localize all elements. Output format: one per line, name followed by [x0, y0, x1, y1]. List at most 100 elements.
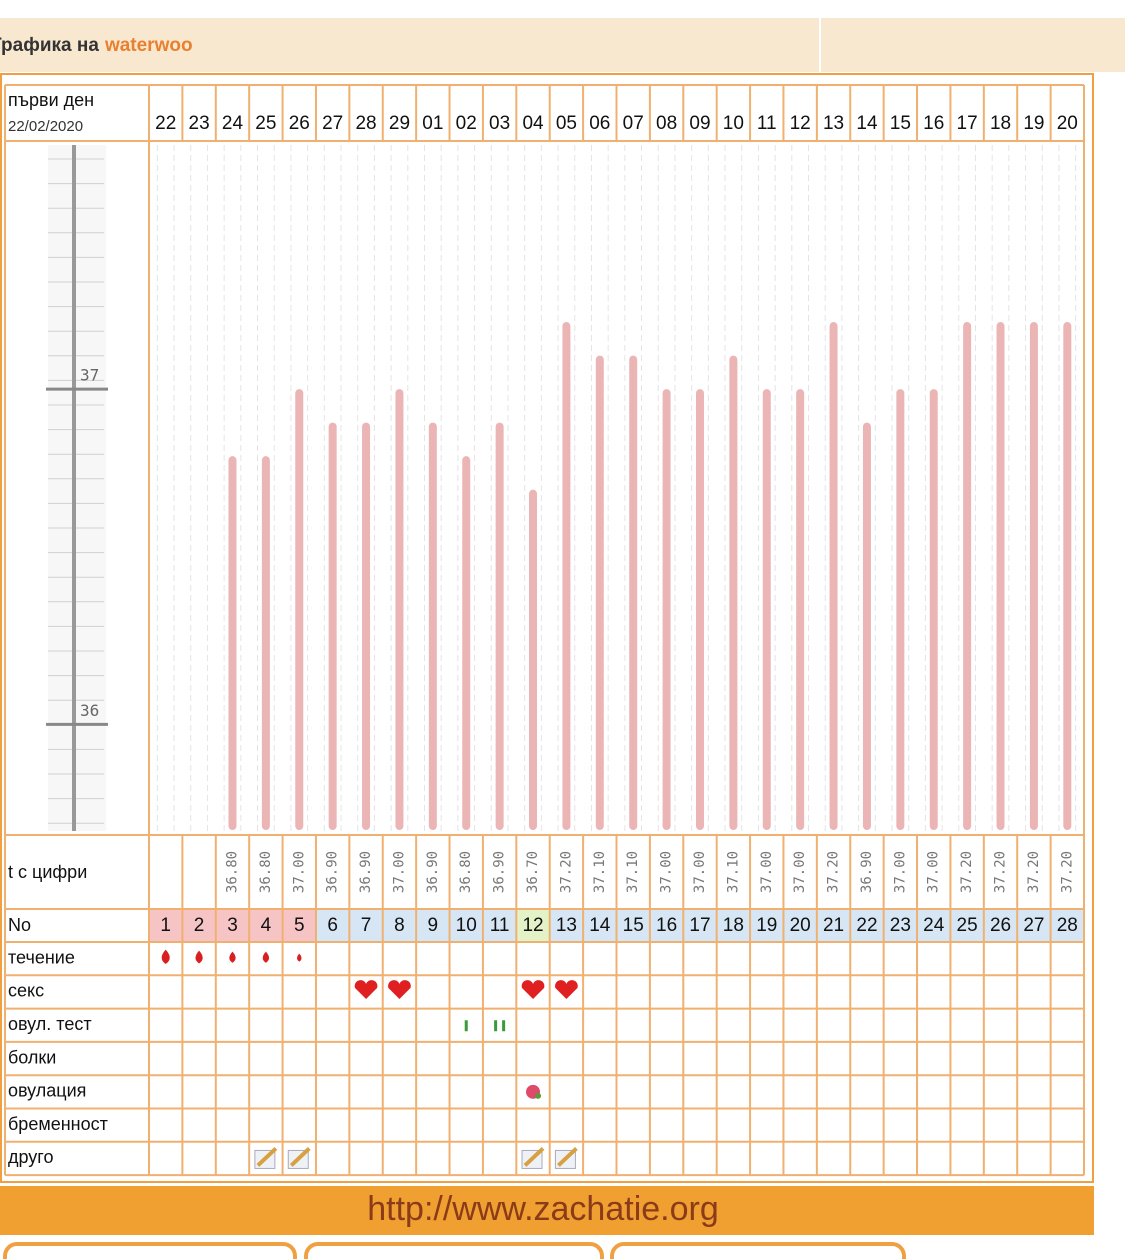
day-label: 03: [489, 113, 510, 134]
day-label: 10: [723, 113, 744, 134]
ovulation-test-icon: [494, 1020, 498, 1032]
first-day-label: първи ден: [8, 90, 94, 110]
number-cell: [950, 909, 984, 942]
other-icon: [289, 1146, 311, 1167]
number-cell: [516, 909, 550, 942]
ovulation-test-icon: [464, 1020, 468, 1032]
day-number: 20: [790, 915, 811, 936]
number-cell: [349, 909, 383, 942]
day-number: 18: [723, 915, 744, 936]
temperature-label: 36.90: [859, 851, 875, 893]
number-cell: [182, 909, 216, 942]
temperature-label: 37.00: [926, 851, 942, 893]
temperature-label: 37.00: [759, 851, 775, 893]
temperature-bar: [328, 422, 337, 830]
number-cell: [783, 909, 817, 942]
day-label: 18: [990, 113, 1011, 134]
number-cell: [917, 909, 951, 942]
day-number: 23: [890, 915, 911, 936]
number-cell: [750, 909, 784, 942]
row-label: овул. тест: [8, 1014, 92, 1034]
day-number: 16: [656, 915, 677, 936]
ovulation-test-icon: [502, 1020, 506, 1032]
footer-bar: [0, 1186, 1094, 1235]
number-cell: [716, 909, 751, 942]
day-number: 27: [1023, 915, 1044, 936]
number-cell: [249, 909, 283, 942]
footer-link[interactable]: http://www.zachatie.org: [367, 1190, 719, 1228]
sex-icon: [388, 980, 411, 999]
day-number: 25: [957, 915, 978, 936]
number-cell: [416, 909, 450, 942]
day-label: 16: [923, 113, 944, 134]
title-prefix: Графика на: [0, 35, 99, 56]
temperature-bar: [929, 389, 938, 830]
day-number: 2: [194, 915, 205, 936]
temperature-bar: [295, 389, 304, 830]
row-label: овулация: [8, 1081, 86, 1101]
nav-button[interactable]: [610, 1242, 906, 1259]
temperature-bar: [1029, 322, 1038, 830]
number-cell: [850, 909, 884, 942]
user-name[interactable]: waterwoo: [104, 35, 193, 56]
number-row-label: No: [8, 915, 31, 935]
first-day: 22/02/2020: [8, 118, 83, 135]
temperature-label: 37.20: [993, 851, 1009, 893]
day-label: 17: [957, 113, 978, 134]
temperature-bar: [562, 322, 571, 830]
sex-icon: [521, 980, 545, 999]
day-label: 12: [790, 113, 811, 134]
chart-frame: [0, 73, 1094, 1183]
row-label: друго: [8, 1147, 54, 1167]
temperature-bar: [228, 456, 237, 830]
number-cell: [1050, 909, 1084, 942]
number-cell: [315, 909, 350, 942]
temperature-label: 36.90: [492, 851, 508, 893]
temperature-bar: [829, 322, 838, 830]
temperature-row-label: t с цифри: [8, 862, 87, 882]
day-number: 9: [428, 915, 439, 936]
scale-band: [48, 145, 106, 831]
day-label: 01: [422, 113, 443, 134]
day-label: 23: [189, 113, 210, 134]
temperature-bar: [862, 422, 871, 830]
number-cell: [816, 909, 851, 942]
day-number: 4: [261, 915, 272, 936]
temperature-label: 36.80: [458, 851, 474, 893]
day-label: 26: [289, 113, 310, 134]
day-label: 24: [222, 113, 244, 134]
number-cell: [983, 909, 1018, 942]
number-cell: [382, 909, 417, 942]
temperature-bar: [729, 355, 738, 830]
day-label: 19: [1023, 113, 1044, 134]
temperature-bar: [495, 422, 504, 830]
nav-button[interactable]: [304, 1242, 604, 1259]
temperature-label: 37.00: [892, 851, 908, 893]
day-number: 28: [1057, 915, 1078, 936]
temperature-label: 37.00: [659, 851, 675, 893]
day-label: 22: [155, 113, 176, 134]
number-cell: [583, 909, 617, 942]
number-cell: [215, 909, 250, 942]
day-number: 8: [394, 915, 405, 936]
title: Графика на waterwoo: [0, 35, 193, 56]
temperature-bar: [428, 422, 437, 830]
temperature-label: 36.90: [358, 851, 374, 893]
day-number: 10: [456, 915, 477, 936]
day-label: 15: [890, 113, 911, 134]
day-number: 22: [856, 915, 877, 936]
day-label: 13: [823, 113, 844, 134]
nav-button[interactable]: [3, 1242, 297, 1259]
temperature-bar: [662, 389, 671, 830]
number-cell: [616, 909, 650, 942]
temperature-bar: [1063, 322, 1072, 830]
temperature-bar: [896, 389, 905, 830]
scale-tick-label: 36: [80, 701, 99, 720]
other-icon: [557, 1146, 578, 1167]
day-number: 3: [227, 915, 238, 936]
day-number: 14: [589, 915, 611, 936]
number-cell: [1017, 909, 1051, 942]
temperature-label: 37.10: [625, 851, 641, 893]
